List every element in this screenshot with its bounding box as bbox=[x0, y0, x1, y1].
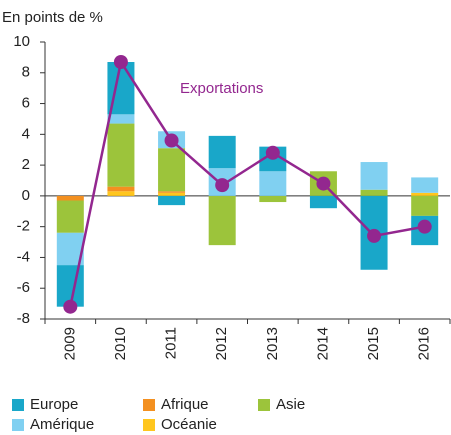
bar-segment bbox=[56, 195, 84, 201]
line-marker bbox=[367, 228, 382, 243]
y-tick-label: -2 bbox=[17, 218, 30, 235]
bar-segment bbox=[107, 123, 135, 187]
x-tick-label: 2014 bbox=[314, 327, 331, 360]
legend-swatch bbox=[143, 419, 155, 431]
bar-segment bbox=[158, 195, 186, 206]
y-tick-label: 10 bbox=[13, 33, 30, 50]
bar-segment bbox=[56, 200, 84, 233]
y-tick-label: -6 bbox=[17, 279, 30, 296]
bar-segment bbox=[411, 192, 439, 196]
x-tick-label: 2011 bbox=[163, 327, 180, 359]
bar-segment bbox=[360, 162, 388, 190]
legend-swatch bbox=[12, 399, 24, 411]
y-tick-label: -4 bbox=[17, 248, 30, 265]
legend-label: Amérique bbox=[30, 416, 94, 433]
line-marker bbox=[164, 133, 179, 148]
x-tick-label: 2012 bbox=[213, 327, 230, 360]
bar-segment bbox=[309, 195, 337, 209]
legend-label: Afrique bbox=[161, 396, 209, 413]
line-marker bbox=[417, 219, 432, 234]
bar-segment bbox=[411, 195, 439, 216]
x-tick-label: 2009 bbox=[61, 327, 78, 360]
x-tick-label: 2015 bbox=[365, 327, 382, 360]
legend-label: Océanie bbox=[161, 416, 217, 433]
bar-segment bbox=[158, 191, 186, 193]
bar-segment bbox=[360, 189, 388, 196]
y-tick-label: 2 bbox=[22, 156, 30, 173]
bar-segment bbox=[259, 195, 287, 203]
bar-segment bbox=[107, 114, 135, 124]
legend-swatch bbox=[143, 399, 155, 411]
line-marker bbox=[316, 176, 331, 191]
x-tick-label: 2016 bbox=[416, 327, 433, 360]
y-tick-label: 0 bbox=[22, 187, 30, 204]
line-marker bbox=[215, 178, 230, 193]
legend-label: Asie bbox=[276, 396, 305, 413]
x-tick-label: 2013 bbox=[264, 327, 281, 360]
line bbox=[69, 58, 425, 307]
bar-segment bbox=[208, 135, 236, 169]
legend-swatch bbox=[12, 419, 24, 431]
line-marker bbox=[265, 145, 280, 160]
line-marker bbox=[63, 299, 78, 314]
line-marker bbox=[113, 55, 128, 70]
bar-segment bbox=[411, 177, 439, 193]
bar-segment bbox=[259, 171, 287, 196]
annotation: Exportations bbox=[180, 80, 263, 97]
bar-segment bbox=[208, 195, 236, 246]
legend-swatch bbox=[258, 399, 270, 411]
y-tick-label: 8 bbox=[22, 64, 30, 81]
bar-segment bbox=[158, 192, 186, 196]
y-tick-label: 4 bbox=[22, 125, 30, 142]
bar-segment bbox=[158, 148, 186, 192]
bar-segment bbox=[107, 191, 135, 196]
y-tick-label: 6 bbox=[22, 95, 30, 112]
y-tick-label: -8 bbox=[17, 310, 30, 327]
bar-segment bbox=[107, 186, 135, 192]
legend-label: Europe bbox=[30, 396, 78, 413]
x-tick-label: 2010 bbox=[112, 327, 129, 360]
y-axis-label: En points de % bbox=[2, 9, 103, 26]
